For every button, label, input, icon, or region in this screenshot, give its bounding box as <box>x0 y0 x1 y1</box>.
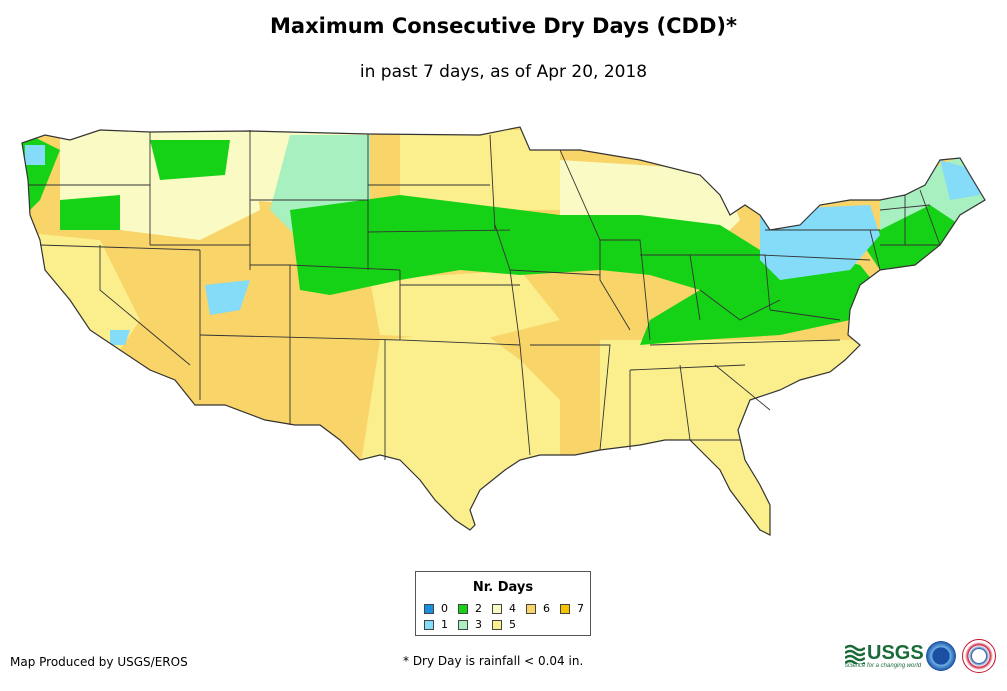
legend-item: 6 <box>526 602 550 615</box>
nws-logo-icon <box>962 639 996 673</box>
legend-swatch <box>458 603 468 614</box>
region-1-days <box>205 280 250 315</box>
legend-label: 4 <box>509 602 516 615</box>
noaa-logo-icon <box>926 641 956 671</box>
legend-label: 7 <box>577 602 584 615</box>
usgs-wordmark: USGS <box>867 642 924 664</box>
legend-title: Nr. Days <box>472 580 534 595</box>
region-2-days <box>150 140 230 180</box>
legend-swatch <box>560 603 570 614</box>
usgs-tagline: science for a changing world <box>845 663 922 669</box>
legend-swatch <box>526 603 536 614</box>
region-2-days <box>290 195 880 345</box>
usgs-logo: USGS <box>845 642 924 665</box>
legend-swatch <box>424 603 434 614</box>
legend-item: 7 <box>560 602 584 615</box>
legend-item: 2 <box>458 602 482 615</box>
legend-item: 3 <box>458 618 482 631</box>
region-5-days <box>600 340 860 535</box>
legend-label: 1 <box>441 618 448 631</box>
region-2-days <box>60 195 120 230</box>
cdd-regions <box>22 127 985 535</box>
legend-box: Nr. Days 0 1 2 3 4 5 6 7 <box>415 571 591 636</box>
legend-swatch <box>492 619 502 630</box>
legend-item: 4 <box>492 602 516 615</box>
map-subtitle: in past 7 days, as of Apr 20, 2018 <box>359 62 648 82</box>
legend-item: 0 <box>424 602 448 615</box>
legend-item: 5 <box>492 618 516 631</box>
legend-label: 2 <box>475 602 482 615</box>
region-1-days <box>25 145 45 165</box>
legend-swatch <box>492 603 502 614</box>
state-borders <box>28 130 941 460</box>
legend-label: 6 <box>543 602 550 615</box>
region-1-days <box>110 330 130 345</box>
legend-swatch <box>458 619 468 630</box>
legend-item: 1 <box>424 618 448 631</box>
legend-label: 0 <box>441 602 448 615</box>
dry-day-footnote: * Dry Day is rainfall < 0.04 in. <box>403 654 584 668</box>
us-outline <box>21 126 986 536</box>
legend-label: 5 <box>509 618 516 631</box>
usgs-wave-icon <box>845 644 865 664</box>
map-title: Maximum Consecutive Dry Days (CDD)* <box>270 14 737 38</box>
map-credit: Map Produced by USGS/EROS <box>10 655 188 669</box>
region-5-days <box>400 130 560 210</box>
legend-label: 3 <box>475 618 482 631</box>
legend-swatch <box>424 619 434 630</box>
